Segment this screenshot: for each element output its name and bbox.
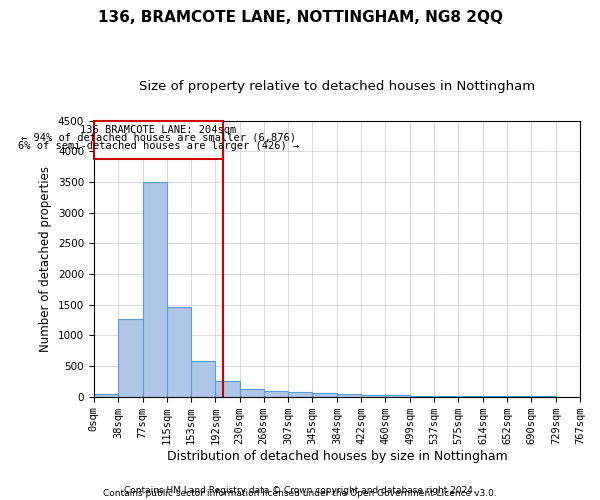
Bar	[143, 182, 167, 396]
Bar	[215, 382, 239, 396]
Text: ← 94% of detached houses are smaller (6,876): ← 94% of detached houses are smaller (6,…	[21, 133, 296, 143]
Bar	[239, 388, 263, 396]
Bar	[289, 392, 313, 396]
Title: Size of property relative to detached houses in Nottingham: Size of property relative to detached ho…	[139, 80, 535, 93]
Bar	[167, 307, 191, 396]
Bar	[361, 395, 385, 396]
Y-axis label: Number of detached properties: Number of detached properties	[39, 166, 52, 352]
Text: 136, BRAMCOTE LANE, NOTTINGHAM, NG8 2QQ: 136, BRAMCOTE LANE, NOTTINGHAM, NG8 2QQ	[97, 10, 503, 25]
Text: Contains public sector information licensed under the Open Government Licence v3: Contains public sector information licen…	[103, 488, 497, 498]
Bar	[94, 394, 118, 396]
Bar	[118, 319, 143, 396]
X-axis label: Distribution of detached houses by size in Nottingham: Distribution of detached houses by size …	[167, 450, 507, 462]
Text: 136 BRAMCOTE LANE: 204sqm: 136 BRAMCOTE LANE: 204sqm	[80, 125, 236, 135]
Text: Contains HM Land Registry data © Crown copyright and database right 2024.: Contains HM Land Registry data © Crown c…	[124, 486, 476, 495]
Bar	[94, 120, 223, 159]
Text: 6% of semi-detached houses are larger (426) →: 6% of semi-detached houses are larger (4…	[18, 141, 299, 151]
Bar	[263, 390, 289, 396]
Bar	[337, 394, 361, 396]
Bar	[191, 361, 215, 396]
Bar	[313, 393, 337, 396]
